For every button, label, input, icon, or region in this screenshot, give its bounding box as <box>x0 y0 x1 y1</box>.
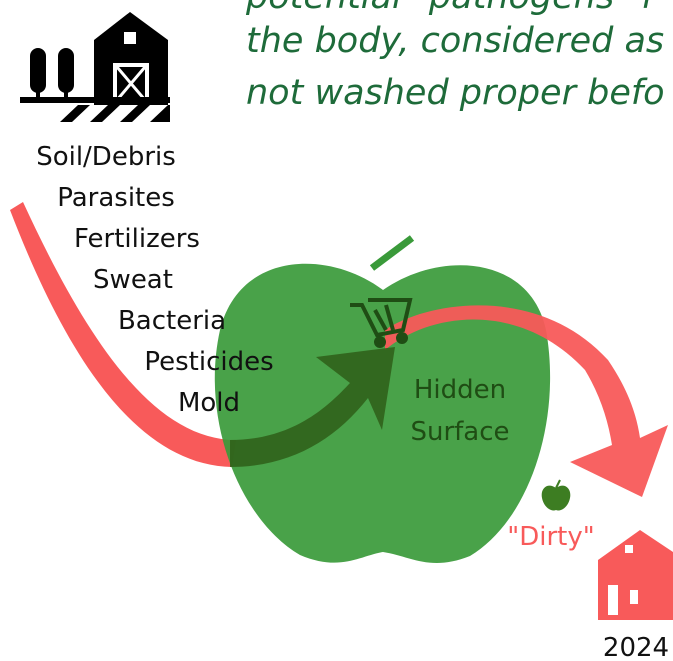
small-apple-icon <box>542 480 571 511</box>
intro-line: the body, considered as <box>246 21 664 61</box>
contaminant: Fertilizers <box>74 224 200 254</box>
apple-label: Hidden <box>414 375 506 405</box>
intro-line: not washed proper befo <box>246 73 665 113</box>
contaminant: Pesticides <box>144 347 273 377</box>
house-icon <box>598 530 673 620</box>
stem <box>372 238 412 268</box>
source-label: Soil/Debris <box>36 142 176 172</box>
destination-label: 2024 <box>603 633 669 661</box>
farm-icon <box>20 12 170 122</box>
contaminant: Parasites <box>57 183 175 213</box>
result-label: "Dirty" <box>507 522 594 552</box>
infographic: potential "pathogens" f the body, consid… <box>0 0 673 661</box>
contaminant: Mold <box>178 388 240 418</box>
intro-line: potential "pathogens" f <box>245 0 658 17</box>
apple-label: Surface <box>410 417 509 447</box>
contaminant: Sweat <box>93 265 173 295</box>
contaminant: Bacteria <box>118 306 226 336</box>
